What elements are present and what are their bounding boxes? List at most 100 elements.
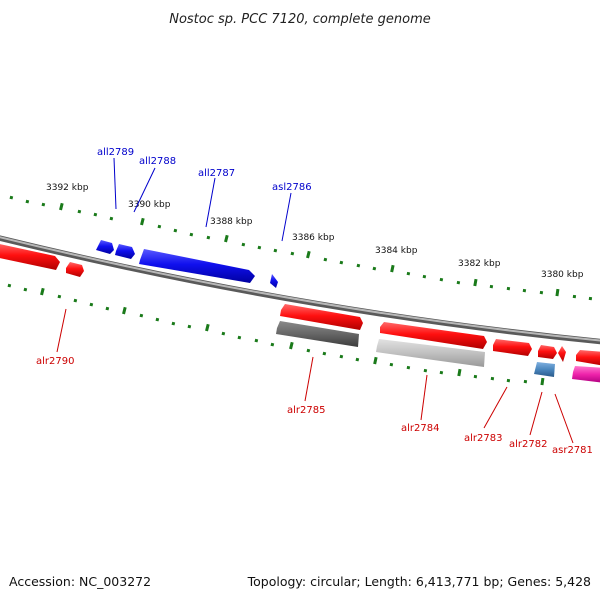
gene-alr2790[interactable] [66, 262, 84, 277]
scale-dot [323, 257, 328, 262]
scale-dot [473, 374, 478, 379]
scale-tick [540, 377, 545, 386]
scale-dot [422, 274, 427, 279]
scale-dot [523, 379, 528, 384]
gene-alr2784[interactable] [380, 322, 487, 349]
scale-dot [356, 263, 361, 268]
scale-dot [439, 370, 444, 375]
scale-dot [241, 242, 246, 247]
outer-scale-ring [9, 195, 593, 301]
gene-label-alr2782[interactable]: alr2782 [509, 439, 547, 450]
leader-line-all2787 [205, 177, 216, 228]
leader-line-all2788 [133, 167, 156, 213]
scale-dot [77, 209, 82, 214]
scale-dot [506, 378, 511, 383]
inner-scale-ring [7, 283, 545, 386]
leader-lines [56, 157, 574, 444]
scale-dot [322, 351, 327, 356]
feature-magenta-partial[interactable] [572, 366, 600, 383]
scale-dot [339, 354, 344, 359]
gene-label-all2788[interactable]: all2788 [139, 156, 176, 167]
scale-dot [572, 294, 577, 299]
scale-dot [489, 284, 494, 289]
gene-all2787[interactable] [139, 249, 255, 283]
scale-dot [406, 365, 411, 370]
scale-tick [555, 288, 560, 297]
scale-dot [109, 216, 114, 221]
leader-line-asr2781 [554, 393, 574, 444]
scale-dot [270, 342, 275, 347]
scale-dot [423, 368, 428, 373]
leader-line-alr2785 [304, 356, 314, 402]
scale-dot [522, 288, 527, 293]
scale-tick [140, 217, 145, 226]
gene-label-asl2786[interactable]: asl2786 [272, 182, 312, 193]
scale-dot [187, 324, 192, 329]
scale-dot [306, 348, 311, 353]
scale-dot [41, 202, 46, 207]
scale-dot [539, 290, 544, 295]
scale-dot [139, 313, 144, 318]
scale-dot [257, 245, 262, 250]
scale-dot [7, 283, 12, 288]
scale-tick-label: 3386 kbp [292, 233, 335, 243]
gene-label-alr2784[interactable]: alr2784 [401, 423, 439, 434]
gene-label-alr2790[interactable]: alr2790 [36, 356, 74, 367]
feature-light-gray-alr2784[interactable] [376, 339, 485, 367]
scale-dot [506, 286, 511, 291]
scale-dot [254, 338, 259, 343]
scale-dot [57, 294, 62, 299]
scale-tick [40, 287, 45, 296]
scale-dot [237, 335, 242, 340]
reverse-strand-genes [96, 240, 278, 288]
gene-label-all2789[interactable]: all2789 [97, 147, 134, 158]
gene-label-alr2785[interactable]: alr2785 [287, 405, 325, 416]
scale-dot [406, 271, 411, 276]
scale-tick-label: 3384 kbp [375, 246, 418, 256]
leader-line-alr2783 [483, 386, 508, 429]
scale-dot [105, 306, 110, 311]
scale-dot [93, 212, 98, 217]
gene-alr2785[interactable] [280, 304, 363, 330]
gene-label-alr2783[interactable]: alr2783 [464, 433, 502, 444]
scale-dot [171, 321, 176, 326]
scale-tick [289, 341, 294, 350]
scale-tick-label: 3390 kbp [128, 200, 171, 210]
feature-steel-blue-alr2782[interactable] [534, 362, 555, 377]
feature-dark-gray-alr2785[interactable] [276, 321, 359, 347]
gene-all2789[interactable] [96, 240, 114, 254]
scale-dot [439, 277, 444, 282]
scale-tick-label: 3388 kbp [210, 217, 253, 227]
gene-label-all2787[interactable]: all2787 [198, 168, 235, 179]
forward-strand-genes [0, 243, 600, 366]
scale-tick [390, 264, 395, 273]
gene-alr2783[interactable] [493, 339, 532, 356]
gene-all2788[interactable] [115, 244, 135, 259]
secondary-features [276, 321, 600, 383]
gene-labels: all2789 all2788 all2787 asl2786 alr2790 … [36, 147, 593, 456]
scale-tick-label: 3382 kbp [458, 259, 501, 269]
scale-dot [25, 199, 30, 204]
gene-label-asr2781[interactable]: asr2781 [552, 445, 593, 456]
scale-dot [23, 287, 28, 292]
scale-dot [490, 376, 495, 381]
leader-line-asl2786 [281, 192, 292, 242]
genome-backbone-highlight [0, 236, 600, 342]
scale-dot [389, 362, 394, 367]
gene-alr2780-partial[interactable] [576, 350, 600, 366]
scale-dot [157, 224, 162, 229]
gene-asr2781[interactable] [558, 346, 566, 362]
scale-dot [339, 260, 344, 265]
scale-tick [205, 323, 210, 332]
map-title: Nostoc sp. PCC 7120, complete genome [169, 12, 431, 27]
accession-text: Accession: NC_003272 [9, 574, 151, 589]
scale-tick-label: 3380 kbp [541, 270, 584, 280]
scale-dot [372, 266, 377, 271]
leader-line-alr2782 [529, 391, 543, 436]
scale-dot [456, 280, 461, 285]
gene-alr2782[interactable] [538, 345, 557, 359]
scale-dot [588, 296, 593, 301]
gene-asl2786[interactable] [270, 274, 278, 288]
scale-dot [189, 232, 194, 237]
gene-alr2791-partial[interactable] [0, 243, 60, 270]
